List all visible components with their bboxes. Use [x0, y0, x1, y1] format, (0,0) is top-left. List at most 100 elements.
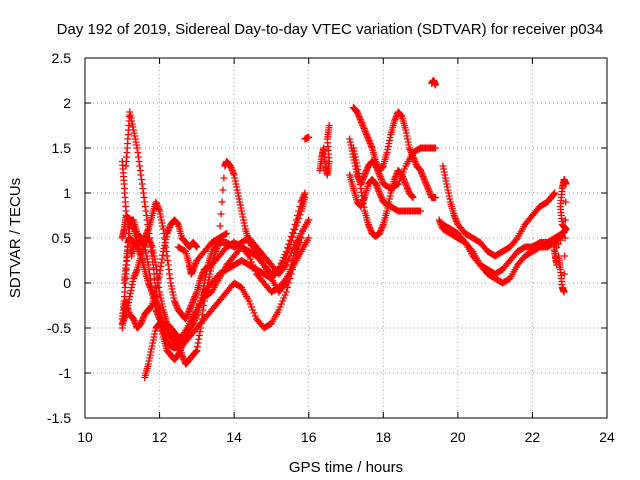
data-point	[558, 233, 566, 240]
data-point	[287, 233, 295, 240]
series-track-o	[349, 144, 417, 240]
data-point	[290, 225, 298, 233]
x-tick-label: 18	[375, 429, 391, 445]
x-tick-label: 10	[77, 429, 93, 445]
y-tick-label: -0.5	[47, 320, 71, 336]
data-point	[246, 300, 254, 308]
data-point	[301, 189, 309, 197]
data-point	[279, 257, 287, 264]
data-point	[460, 237, 468, 245]
data-point	[285, 270, 293, 278]
ticks	[84, 57, 608, 419]
series-track-t	[549, 176, 570, 296]
data-point	[289, 229, 297, 237]
data-point	[251, 246, 259, 254]
data-point	[512, 236, 520, 243]
series-track-g	[118, 230, 231, 341]
data-point	[214, 235, 222, 243]
data-point	[129, 239, 137, 246]
data-point	[249, 306, 257, 314]
data-point	[286, 266, 294, 273]
data-point	[215, 234, 223, 242]
data-point	[560, 270, 568, 278]
data-point	[217, 210, 225, 218]
data-point	[560, 288, 568, 296]
data-point	[276, 263, 284, 270]
data-point	[276, 303, 284, 311]
data-point	[248, 303, 256, 311]
data-point	[281, 281, 289, 288]
data-point	[218, 198, 226, 206]
y-tick-label: 1.5	[52, 140, 72, 156]
data-point	[274, 267, 282, 275]
y-tick-label: 1	[63, 185, 71, 201]
x-tick-label: 16	[301, 429, 317, 445]
data-point	[325, 122, 333, 129]
data-marks	[118, 77, 570, 381]
data-point	[294, 241, 302, 249]
data-point	[393, 181, 401, 189]
series-track-q	[439, 162, 559, 260]
data-point	[291, 221, 299, 228]
x-tick-labels: 10 12 14 16 18 20 22 24	[77, 429, 615, 445]
series-track-h	[118, 158, 137, 260]
data-point	[275, 306, 283, 314]
data-point	[556, 236, 564, 244]
data-point	[294, 212, 302, 219]
series-track-p	[428, 77, 439, 89]
series-track-k	[316, 122, 333, 179]
data-point	[280, 294, 288, 302]
data-point	[280, 254, 288, 261]
data-point	[560, 229, 568, 237]
data-point	[431, 144, 439, 152]
data-point	[417, 207, 425, 215]
data-point	[281, 291, 289, 299]
data-point	[296, 233, 304, 241]
data-point	[281, 251, 289, 258]
series-track-n	[346, 171, 425, 215]
data-point	[250, 309, 258, 317]
data-point	[282, 279, 290, 287]
x-tick-label: 14	[226, 429, 242, 445]
data-point	[251, 312, 259, 320]
data-point	[292, 216, 300, 224]
data-point	[561, 216, 569, 224]
data-point	[291, 248, 299, 256]
y-axis-label: SDTVAR / TECUs	[7, 178, 24, 298]
chart-title: Day 192 of 2019, Sidereal Day-to-day VTE…	[57, 21, 604, 38]
y-tick-label: 2.5	[52, 50, 72, 66]
data-point	[296, 203, 304, 210]
y-tick-label: -1	[59, 365, 72, 381]
x-tick-label: 12	[152, 429, 168, 445]
data-point	[284, 275, 292, 282]
data-point	[551, 189, 559, 197]
series-track-s	[439, 221, 563, 287]
data-point	[287, 261, 295, 269]
data-point	[193, 243, 201, 251]
data-point	[244, 251, 252, 258]
data-point	[292, 245, 300, 252]
data-point	[279, 297, 287, 305]
data-point	[305, 216, 313, 224]
x-tick-label: 24	[599, 429, 615, 445]
data-point	[286, 236, 294, 244]
series-track-f	[118, 216, 201, 332]
data-point	[216, 222, 224, 230]
data-point	[295, 237, 303, 245]
data-point	[431, 194, 439, 201]
x-tick-label: 22	[525, 429, 541, 445]
x-tick-label: 20	[450, 429, 466, 445]
data-point	[275, 266, 283, 273]
data-point	[223, 230, 231, 237]
data-point	[561, 252, 569, 260]
data-point	[284, 244, 292, 252]
series-track-l	[349, 104, 439, 201]
series-track-j	[301, 133, 313, 143]
y-tick-label: 0	[63, 275, 71, 291]
data-point	[562, 225, 570, 233]
data-point	[282, 248, 290, 255]
data-point	[549, 239, 557, 246]
data-point	[220, 174, 228, 182]
